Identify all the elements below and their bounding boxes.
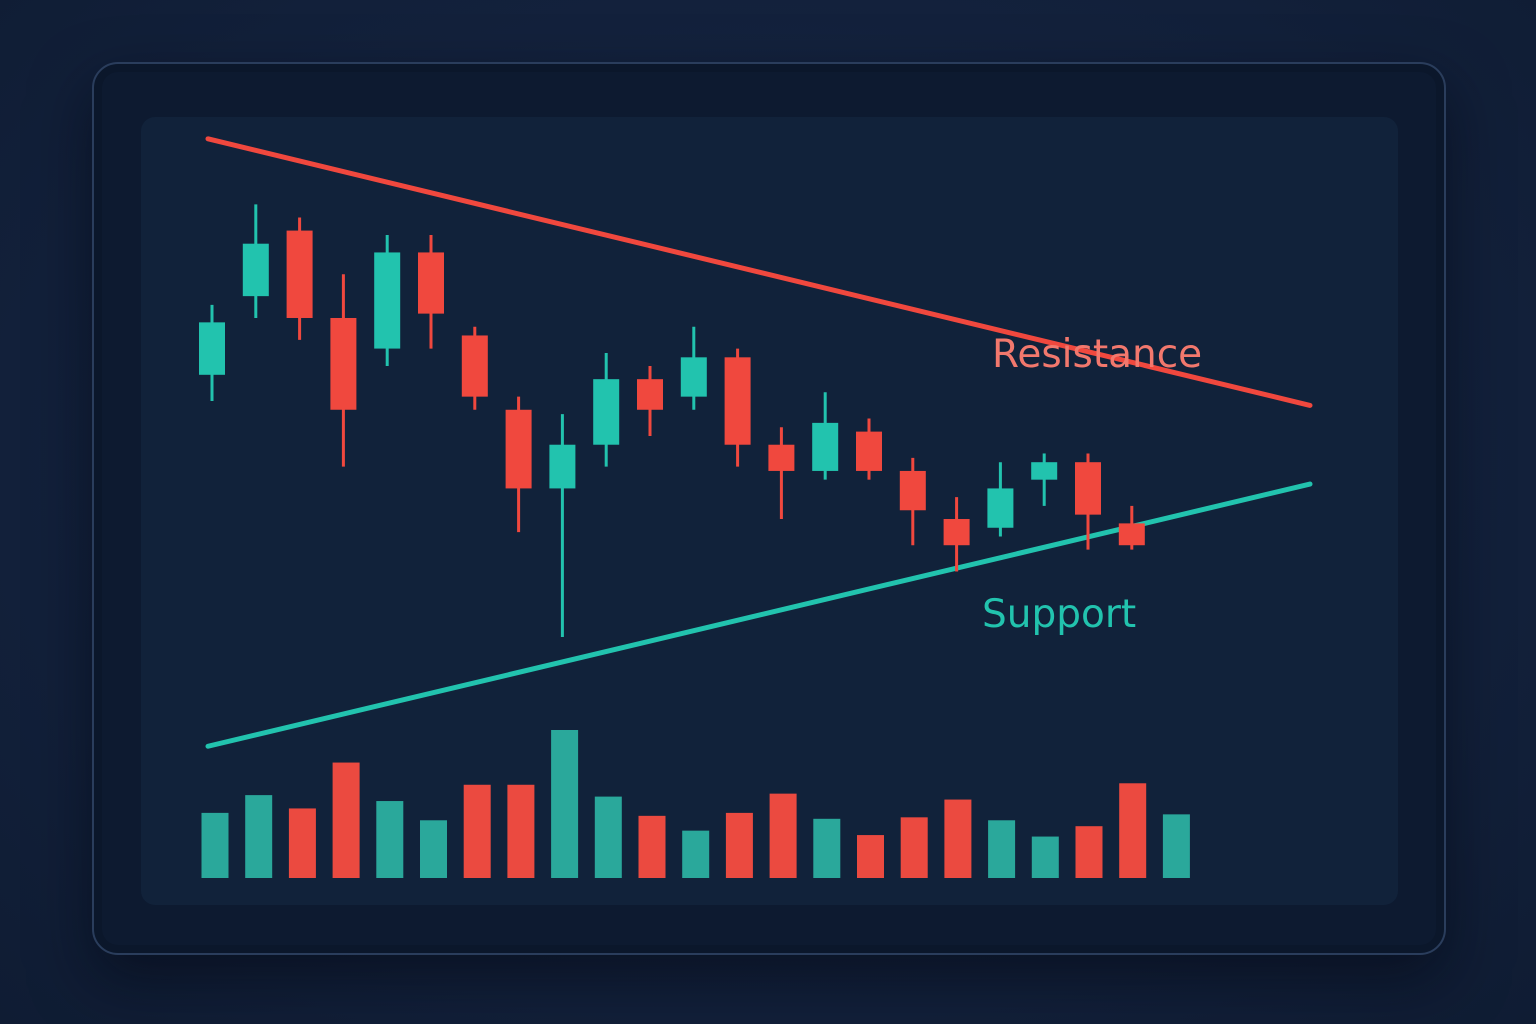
candle-body: [987, 488, 1014, 528]
volume-bar: [332, 762, 360, 878]
resistance-label: Resistance: [992, 332, 1202, 377]
candle-body: [242, 243, 269, 297]
candle: [1075, 453, 1101, 550]
volume-bar: [288, 808, 316, 878]
volume-bars-group: [201, 730, 1190, 878]
candle: [461, 326, 488, 410]
candle-body: [330, 317, 357, 410]
candle: [899, 457, 926, 546]
volume-bar: [1119, 783, 1147, 878]
candle-body: [1075, 462, 1101, 515]
candle: [856, 418, 882, 480]
resistance-trendline: [205, 136, 1313, 408]
volume-bar: [507, 784, 535, 878]
candle: [637, 366, 663, 436]
candle: [374, 234, 401, 367]
candle-body: [680, 357, 707, 397]
volume-bar: [813, 818, 841, 878]
candle-body: [505, 409, 532, 489]
candle-body: [593, 379, 620, 445]
volume-bar: [769, 793, 797, 878]
candle-body: [856, 431, 882, 471]
candles-group: [199, 204, 1145, 637]
candle: [987, 462, 1014, 537]
volume-bar: [1031, 836, 1059, 878]
volume-bar: [376, 801, 404, 878]
volume-bar: [944, 799, 972, 878]
candle-body: [549, 444, 576, 489]
candle: [812, 392, 839, 480]
volume-bar: [420, 820, 447, 878]
support-label: Support: [982, 592, 1136, 637]
candle-body: [724, 357, 751, 445]
candle: [1118, 505, 1145, 550]
candle: [505, 396, 532, 533]
candle-body: [1031, 462, 1058, 480]
candle-body: [899, 470, 926, 511]
candle-body: [199, 322, 225, 375]
candle-body: [768, 444, 795, 471]
candle-body: [943, 519, 970, 546]
candle-body: [418, 252, 444, 314]
candle: [768, 427, 795, 520]
volume-bar: [638, 815, 666, 878]
trendlines-group: [205, 136, 1313, 749]
volume-bar: [201, 812, 229, 878]
volume-bar: [725, 812, 753, 878]
volume-bar: [900, 817, 928, 878]
candle: [724, 348, 751, 467]
volume-bar: [463, 784, 491, 878]
volume-bar: [682, 830, 710, 878]
candle: [943, 497, 970, 572]
candle: [242, 204, 269, 318]
volume-bar: [988, 820, 1016, 878]
candle: [199, 304, 225, 402]
candle-body: [812, 422, 839, 471]
candle-body: [286, 230, 313, 318]
candle: [418, 234, 444, 349]
volume-bar: [1162, 814, 1190, 878]
volume-bar: [1075, 826, 1103, 878]
candle: [680, 326, 707, 410]
candle-body: [1118, 523, 1145, 546]
candle-body: [461, 335, 488, 397]
volume-bar: [594, 796, 622, 878]
volume-bar: [245, 795, 273, 878]
volume-bar: [857, 835, 884, 878]
volume-bar: [551, 730, 579, 878]
candle: [549, 414, 576, 637]
candle: [330, 274, 357, 467]
candle: [1031, 453, 1058, 506]
candle-body: [637, 379, 663, 410]
candle: [593, 352, 620, 467]
candle-body: [374, 252, 401, 349]
candle: [286, 217, 313, 340]
